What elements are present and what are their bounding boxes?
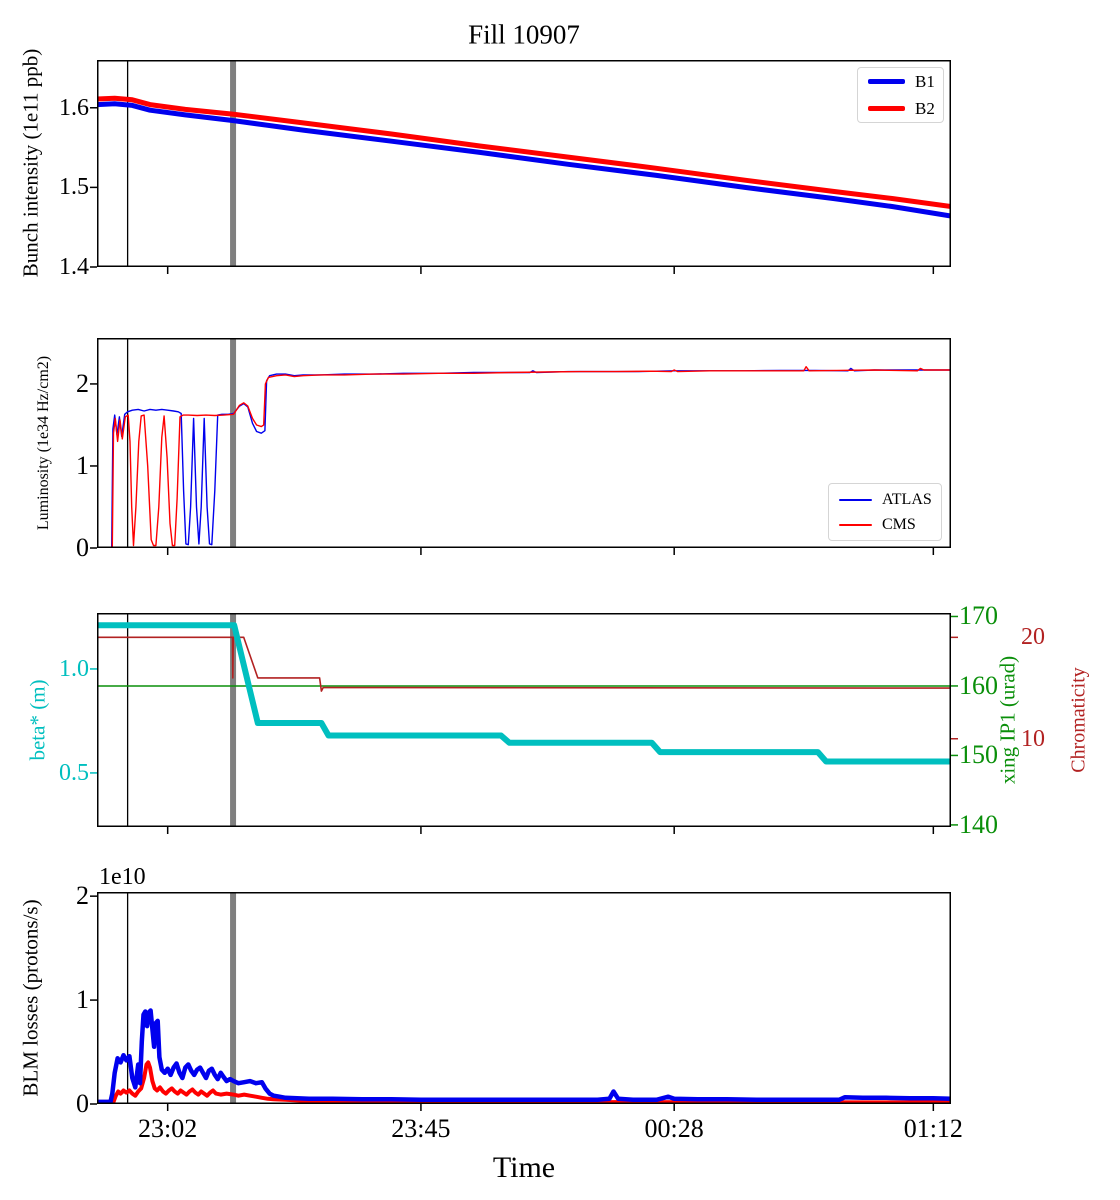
legend-luminosity: ATLAS CMS <box>828 483 942 541</box>
axes-spine <box>97 338 951 548</box>
y-tick-label-beta: 1.0 <box>59 655 89 682</box>
series-line-cms <box>97 366 951 548</box>
y-tick-label-y: 2 <box>76 368 89 398</box>
axes-spine <box>97 60 951 267</box>
panel-luminosity <box>90 338 951 555</box>
panel-blm-losses <box>90 892 951 1111</box>
x-tick-label: 01:12 <box>903 1114 963 1143</box>
y-tick-label-y: 0 <box>76 533 89 562</box>
y-tick-label-y: 1.4 <box>59 254 89 280</box>
y-tick-label-y: 2 <box>76 881 89 911</box>
ylabel-chromaticity: Chromaticity <box>1067 667 1090 773</box>
series-line-beta- <box>97 622 951 765</box>
legend-label-cms: CMS <box>882 515 916 533</box>
y-tick-label-y: 1.5 <box>59 174 89 201</box>
y-tick-label-y: 1 <box>76 985 89 1015</box>
legend-item-atlas: ATLAS <box>839 490 932 509</box>
axes-spine <box>97 613 951 827</box>
legend-label-b1: B1 <box>915 71 935 91</box>
y-tick-label-xing: 160 <box>959 670 998 700</box>
b2-line-sample <box>868 106 905 111</box>
legend-label-atlas: ATLAS <box>882 490 932 508</box>
panel-optics <box>90 613 958 834</box>
y-tick-label-xing: 140 <box>959 809 998 839</box>
panel-bunch-intensity <box>90 60 951 274</box>
y-tick-label-xing: 150 <box>959 740 998 770</box>
axis-offset-text-1e10: 1e10 <box>99 864 146 890</box>
series-line-chromaticity <box>97 636 951 692</box>
legend-item-b1: B1 <box>868 71 935 92</box>
series-line-b1-losses <box>97 1008 951 1104</box>
series-line-atlas <box>97 367 951 548</box>
y-tick-label-chroma: 20 <box>1021 624 1045 651</box>
atlas-line-sample <box>839 498 872 501</box>
x-tick-label: 23:02 <box>138 1114 198 1143</box>
y-tick-label-y: 0 <box>76 1089 89 1118</box>
ylabel-bunch-intensity: Bunch intensity (1e11 ppb) <box>18 48 43 278</box>
legend-bunch-intensity: B1 B2 <box>857 67 944 123</box>
y-tick-label-y: 1 <box>76 450 89 480</box>
x-tick-label: 23:45 <box>391 1114 451 1143</box>
series-line-b1 <box>97 101 951 219</box>
ylabel-beta-star: beta* (m) <box>25 679 50 761</box>
series-line-b2 <box>97 95 951 209</box>
y-tick-label-beta: 0.5 <box>59 759 89 786</box>
figure-title: Fill 10907 <box>468 19 580 50</box>
y-tick-label-chroma: 10 <box>1021 725 1045 752</box>
y-tick-label-xing: 170 <box>959 601 998 631</box>
legend-item-cms: CMS <box>839 516 931 534</box>
xlabel-time: Time <box>492 1151 556 1184</box>
cms-line-sample <box>839 523 872 526</box>
b1-line-sample <box>868 79 905 84</box>
x-tick-label: 00:28 <box>644 1114 704 1143</box>
y-tick-label-y: 1.6 <box>59 94 89 121</box>
ylabel-xing-ip1: xing IP1 (urad) <box>995 655 1020 785</box>
legend-item-b2: B2 <box>868 98 935 119</box>
axes-spine <box>97 892 951 1104</box>
legend-label-b2: B2 <box>915 98 935 118</box>
